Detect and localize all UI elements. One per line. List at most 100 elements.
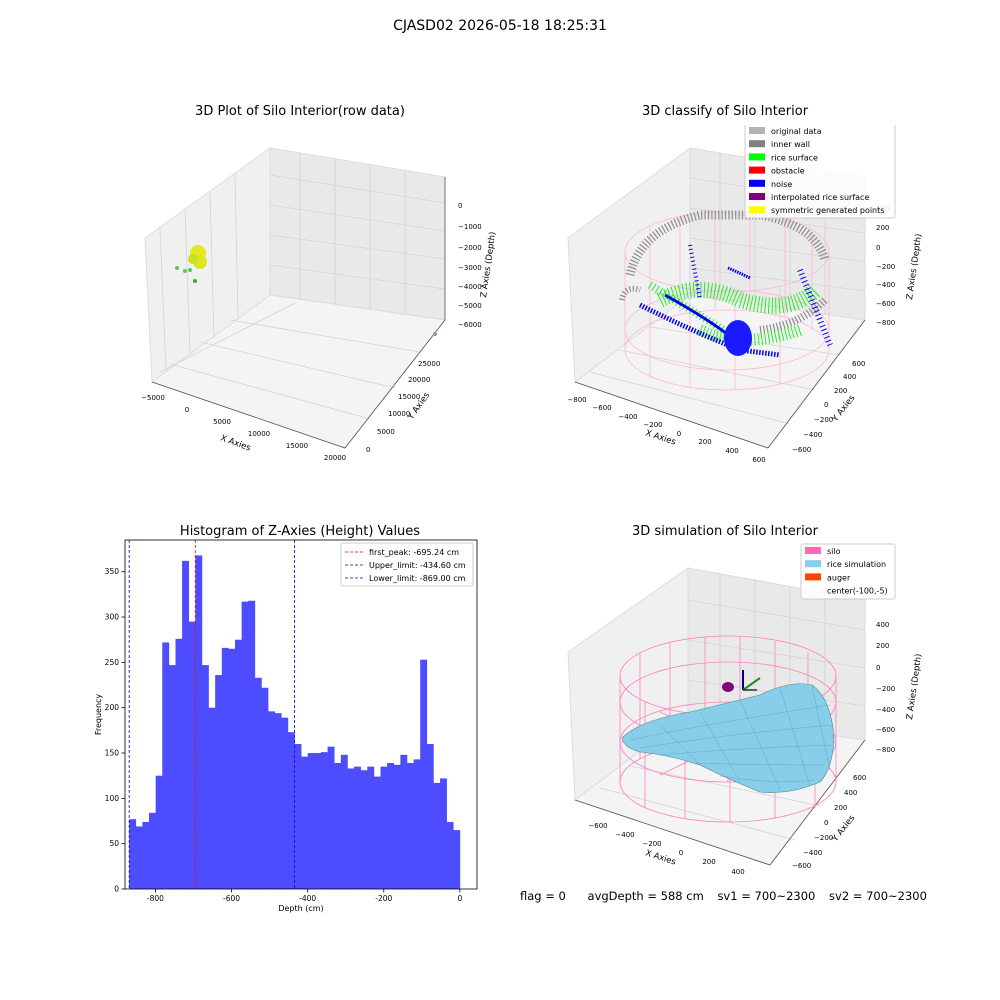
raw-ytick: 10000: [388, 410, 410, 418]
sim-legend-swatch: [805, 547, 821, 554]
x-tick-label: 0: [457, 894, 462, 903]
histogram-bar: [142, 821, 150, 889]
y-tick-label: 350: [105, 567, 120, 576]
histogram-bar: [287, 732, 295, 889]
raw-xtick: −5000: [141, 394, 165, 402]
classify-ztick: −200: [876, 263, 895, 271]
classify-legend-label: original data: [771, 127, 822, 136]
histogram-bar: [387, 762, 395, 889]
histogram-bar: [413, 759, 421, 889]
histogram-bar: [175, 638, 183, 889]
classify-legend-label: rice surface: [771, 153, 818, 162]
simulation-legend: silo rice simulation auger center(-100,-5): [800, 543, 896, 600]
sim-legend-label: center(-100,-5): [827, 587, 888, 596]
sim-ztick: −800: [876, 746, 895, 754]
sim-ylabel: Y Axies: [830, 813, 858, 845]
histogram-bar: [440, 778, 447, 889]
classify-ytick: 600: [852, 360, 865, 368]
classify-ztick: −800: [876, 319, 895, 327]
sim-legend-swatch: [805, 573, 821, 581]
raw-point: [183, 269, 187, 273]
sim-ztick: −600: [876, 726, 895, 734]
histogram-bar: [301, 756, 309, 889]
histogram-bar: [380, 766, 388, 889]
simulation-plot-title: 3D simulation of Silo Interior: [632, 524, 818, 539]
raw-ytick: 20000: [408, 376, 430, 384]
figure-title: CJASD02 2026-05-18 18:25:31: [393, 18, 607, 34]
raw-ztick: −1000: [458, 223, 482, 231]
sim-ztick: 200: [876, 642, 889, 650]
raw-point: [433, 332, 437, 336]
histogram-bar: [195, 555, 203, 889]
classify-ytick: −200: [814, 416, 833, 424]
classify-plot-title: 3D classify of Silo Interior: [641, 104, 809, 119]
histogram-bar: [235, 639, 242, 889]
classify-legend-swatch: [749, 193, 765, 200]
classify-ztick: −600: [876, 300, 895, 308]
histogram-bar: [340, 754, 348, 889]
classify-xtick: 0: [677, 430, 681, 438]
histogram-bar: [360, 770, 368, 889]
classify-legend-swatch: [749, 206, 765, 214]
histogram-frame: [124, 539, 478, 890]
classify-legend-swatch: [749, 153, 765, 161]
x-tick-label: -200: [375, 894, 392, 903]
histogram-bar: [241, 601, 249, 889]
classify-legend-swatch: [749, 166, 765, 174]
sim-ytick: −200: [814, 834, 833, 842]
classify-3d-plot: −800 −600 −400 −200 0 200 400 600 −600 −…: [567, 125, 924, 464]
sim-zlabel: Z Axies (Depth): [905, 653, 924, 720]
classify-xtick: 600: [752, 456, 765, 464]
sim-ytick: −400: [803, 849, 822, 857]
histogram-bar: [327, 746, 335, 889]
classify-legend-label: symmetric generated points: [771, 206, 884, 215]
x-tick-label: -800: [147, 894, 164, 903]
sim-ytick: −600: [792, 862, 811, 870]
histogram-bar: [182, 560, 190, 889]
raw-point: [188, 254, 198, 264]
sim-xtick: −400: [615, 831, 634, 839]
legend-label: first_peak: -695.24 cm: [369, 548, 459, 557]
legend-label: Lower_limit: -869.00 cm: [369, 574, 466, 583]
histogram-bar: [162, 642, 170, 889]
classify-ytick: −400: [803, 431, 822, 439]
histogram-bar: [149, 812, 156, 889]
y-tick-label: 300: [105, 613, 120, 622]
sim-legend-label: rice simulation: [827, 560, 886, 569]
histogram-bar: [261, 687, 269, 889]
classify-legend-swatch: [749, 140, 765, 148]
raw-xtick: 15000: [286, 442, 308, 450]
sim-xtick: 200: [702, 858, 715, 866]
histogram-bar: [254, 677, 262, 889]
histogram-title: Histogram of Z-Axies (Height) Values: [179, 524, 421, 539]
classify-ytick: −600: [792, 446, 811, 454]
classify-legend-label: noise: [771, 180, 792, 189]
x-tick-label: -400: [299, 894, 316, 903]
histogram-bar: [400, 754, 408, 889]
histogram-bar: [268, 711, 275, 889]
raw-plot-title: 3D Plot of Silo Interior(row data): [195, 104, 405, 119]
sim-xtick: 400: [731, 868, 744, 876]
histogram-bar: [320, 752, 328, 889]
histogram-bar: [347, 768, 355, 889]
histogram-bar: [248, 600, 256, 889]
histogram-legend: first_peak: -695.24 cm Upper_limit: -434.…: [340, 542, 474, 587]
histogram-bar: [201, 665, 209, 889]
histogram-bar: [294, 743, 302, 889]
status-footer: flag = 0 avgDepth = 588 cm sv1 = 700~230…: [520, 889, 937, 903]
histogram-bar: [334, 762, 342, 889]
avg-depth-text: avgDepth = 588 cm: [587, 889, 704, 903]
classify-ytick: 400: [843, 373, 856, 381]
classify-legend-swatch: [749, 179, 765, 187]
raw-ytick: 15000: [398, 393, 420, 401]
y-tick-label: 100: [105, 794, 120, 803]
raw-point: [193, 279, 197, 283]
raw-point: [175, 266, 179, 270]
classify-ytick: 200: [834, 387, 847, 395]
y-tick-label: 150: [105, 749, 120, 758]
histogram-bar: [420, 659, 428, 889]
y-tick-label: 0: [114, 885, 119, 894]
histogram-bar: [373, 776, 381, 889]
x-axis-label: Depth (cm): [278, 904, 323, 913]
classify-ylabel: Y Axies: [830, 393, 858, 425]
